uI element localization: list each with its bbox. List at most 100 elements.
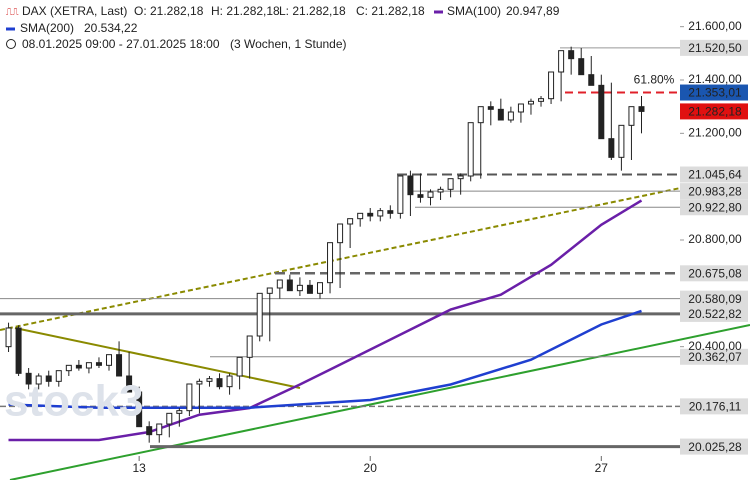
legend-value: 20.534,22 <box>84 21 138 35</box>
candle-body <box>357 212 364 220</box>
candle-body <box>186 383 193 412</box>
level-box <box>680 348 748 365</box>
period: (3 Wochen, 1 Stunde) <box>230 37 347 51</box>
y-tick-label: 20.800,00 <box>688 232 742 246</box>
candle-body <box>136 391 143 428</box>
level-label: 20.983,28 <box>688 184 742 198</box>
candle-body <box>306 284 313 294</box>
candle-body <box>146 426 153 436</box>
candle-body <box>578 58 585 76</box>
candle-body <box>276 279 283 289</box>
candle-body <box>126 375 133 393</box>
candle-body <box>517 103 524 113</box>
ohlc-close: C: 21.282,18 <box>356 4 425 18</box>
level-box <box>680 183 748 200</box>
candle-body <box>156 423 163 436</box>
candle-body <box>447 178 454 190</box>
candle-body <box>236 356 243 377</box>
level-box <box>680 199 748 216</box>
candle-body <box>558 50 565 73</box>
candle-body <box>407 175 414 196</box>
icon: ⎍⎍ <box>6 6 19 16</box>
candle-body <box>75 364 82 369</box>
candle-body <box>507 111 514 121</box>
x-tick-label: 20 <box>364 461 378 475</box>
candle-body <box>598 84 605 140</box>
level-label: 20.176,11 <box>689 400 742 414</box>
level-box <box>680 39 748 56</box>
level-box <box>680 290 748 307</box>
candle-body <box>588 74 595 86</box>
candle-body <box>347 218 354 225</box>
candle-body <box>457 175 464 180</box>
level-label: 21.282,18 <box>688 105 742 119</box>
candle-body <box>95 362 102 366</box>
candle-body <box>55 370 62 382</box>
watermark: stock3 <box>4 377 143 426</box>
candle-body <box>45 375 52 382</box>
candle-body <box>166 412 173 425</box>
level-box <box>680 265 748 282</box>
ohlc-low: L: 21.282,18 <box>279 4 346 18</box>
candle-body <box>176 410 183 414</box>
candle-body <box>548 71 555 100</box>
level-box <box>680 438 748 455</box>
level-box <box>680 398 748 415</box>
trend-line <box>14 327 301 389</box>
candle-body <box>65 364 72 372</box>
candle-body <box>5 327 12 348</box>
candle-body <box>196 380 203 385</box>
trend-line <box>0 185 691 331</box>
ohlc-open: O: 21.282,18 <box>134 4 204 18</box>
candle-body <box>226 375 233 388</box>
fib-label: 61.80% <box>634 73 675 87</box>
legend-label: SMA(200) <box>20 21 74 35</box>
clock-icon <box>6 39 16 49</box>
candle-body <box>35 375 42 385</box>
level-label: 21.353,01 <box>688 86 742 100</box>
level-label: 20.025,28 <box>688 440 742 454</box>
level-label: 20.522,82 <box>688 307 742 321</box>
candle-body <box>266 287 273 294</box>
candle-body <box>427 191 434 198</box>
candle-body <box>467 122 474 177</box>
ohlc-high: H: 21.282,18 <box>211 4 280 18</box>
candle-body <box>25 372 32 385</box>
level-box <box>680 84 748 101</box>
candle-body <box>337 223 344 244</box>
level-box <box>680 103 748 120</box>
candle-body <box>316 282 323 294</box>
candle-body <box>256 292 263 337</box>
date-range: 08.01.2025 09:00 - 27.01.2025 18:00 <box>22 37 220 51</box>
candle-body <box>106 354 113 366</box>
legend-label: SMA(100) <box>447 4 501 18</box>
level-label: 21.045,64 <box>688 168 742 182</box>
candle-body <box>216 378 223 388</box>
candle-body <box>246 335 253 358</box>
level-box <box>680 166 748 183</box>
candle-body <box>618 124 625 158</box>
candle-body <box>116 354 123 377</box>
candle-body <box>497 108 504 121</box>
candle-body <box>538 98 545 102</box>
candle-body <box>477 106 484 124</box>
candle-body <box>377 210 384 217</box>
y-tick-label: 21.400,00 <box>688 72 742 86</box>
candle-body <box>286 279 293 292</box>
y-tick-label: 20.400,00 <box>688 339 742 353</box>
candle-body <box>487 106 494 110</box>
y-tick-label: 21.200,00 <box>688 126 742 140</box>
level-label: 21.520,50 <box>688 41 742 55</box>
level-label: 20.922,80 <box>688 200 742 214</box>
candle-body <box>417 194 424 198</box>
candle-body <box>206 378 213 382</box>
trend-line <box>9 324 750 480</box>
candle-body <box>296 284 303 292</box>
level-label: 20.362,07 <box>688 350 742 364</box>
candle-body <box>527 100 534 105</box>
candle-body <box>367 212 374 217</box>
candle-body <box>568 50 575 60</box>
candle-body <box>15 327 22 374</box>
